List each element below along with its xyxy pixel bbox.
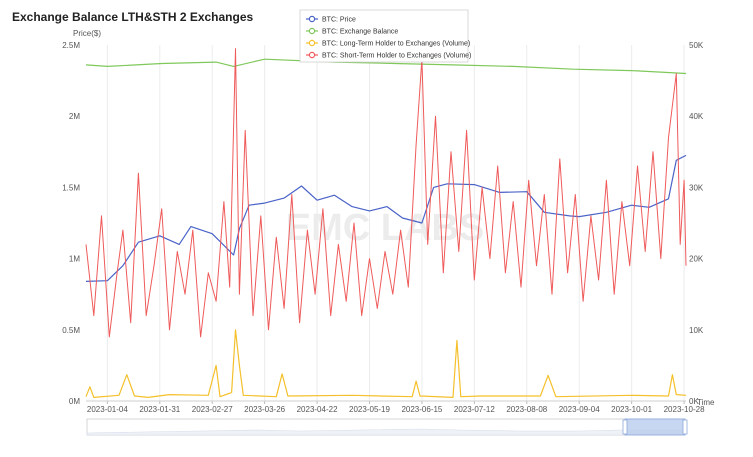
gridlines [106, 45, 685, 401]
zoom-handle-left[interactable] [622, 419, 628, 435]
legend-label: BTC: Long-Term Holder to Exchanges (Volu… [322, 41, 470, 48]
left-tick-label: 0M [69, 397, 80, 406]
zoom-slider[interactable] [86, 418, 688, 436]
x-tick-label: 2023-09-04 [559, 405, 600, 414]
x-tick-label: 2023-04-22 [297, 405, 338, 414]
left-axis: 0M 0.5M 1M 1.5M 2M 2.5M [62, 41, 80, 406]
zoom-window[interactable] [624, 418, 686, 436]
series-line-btc-short-term-holder-to-exchanges-volume [85, 48, 687, 338]
left-tick-label: 1M [69, 255, 80, 264]
x-tick-label: 2023-10-01 [611, 405, 652, 414]
legend-label: BTC: Exchange Balance [322, 29, 398, 36]
x-tick-label: 2023-01-04 [87, 405, 128, 414]
series-line-btc-long-term-holder-to-exchanges-volume [85, 329, 687, 398]
x-tick-label: 2023-05-19 [349, 405, 390, 414]
legend: BTC: Price BTC: Exchange Balance BTC: Long… [299, 9, 471, 63]
right-tick-label: 30K [689, 183, 704, 192]
left-tick-label: 1.5M [62, 183, 80, 192]
right-tick-label: 0K [689, 397, 699, 406]
x-tick-label: 2023-02-27 [192, 405, 233, 414]
left-tick-label: 2M [69, 112, 80, 121]
right-axis: 0K 10K 20K 30K 40K 50K [689, 41, 704, 406]
zoom-handle-right[interactable] [682, 419, 688, 435]
right-tick-label: 20K [689, 255, 704, 264]
right-tick-label: 10K [689, 326, 704, 335]
right-tick-label: 50K [689, 41, 704, 50]
x-tick-label: 2023-03-26 [244, 405, 285, 414]
legend-marker [308, 27, 316, 35]
x-axis: 2023-01-04 2023-01-31 2023-02-27 2023-03-26… [87, 401, 705, 414]
x-tick-label: 2023-08-08 [506, 405, 547, 414]
x-tick-label: 2023-01-31 [139, 405, 180, 414]
legend-marker [308, 51, 316, 59]
legend-marker [308, 15, 316, 23]
left-tick-label: 2.5M [62, 41, 80, 50]
legend-marker [308, 39, 316, 47]
legend-label: BTC: Short-Term Holder to Exchanges (Vol… [322, 53, 471, 60]
x-axis-label: Time [697, 398, 715, 407]
watermark: EMC LABS [286, 207, 484, 249]
x-tick-label: 2023-07-12 [454, 405, 495, 414]
x-tick-label: 2023-10-28 [664, 405, 705, 414]
legend-box [299, 9, 469, 63]
chart-title: Exchange Balance LTH&STH 2 Exchanges [12, 10, 254, 24]
series-line-btc-price [85, 154, 687, 282]
left-axis-label: Price($) [73, 29, 101, 38]
legend-label: BTC: Price [322, 17, 356, 24]
right-tick-label: 40K [689, 112, 704, 121]
left-tick-label: 0.5M [62, 326, 80, 335]
x-tick-label: 2023-06-15 [401, 405, 442, 414]
